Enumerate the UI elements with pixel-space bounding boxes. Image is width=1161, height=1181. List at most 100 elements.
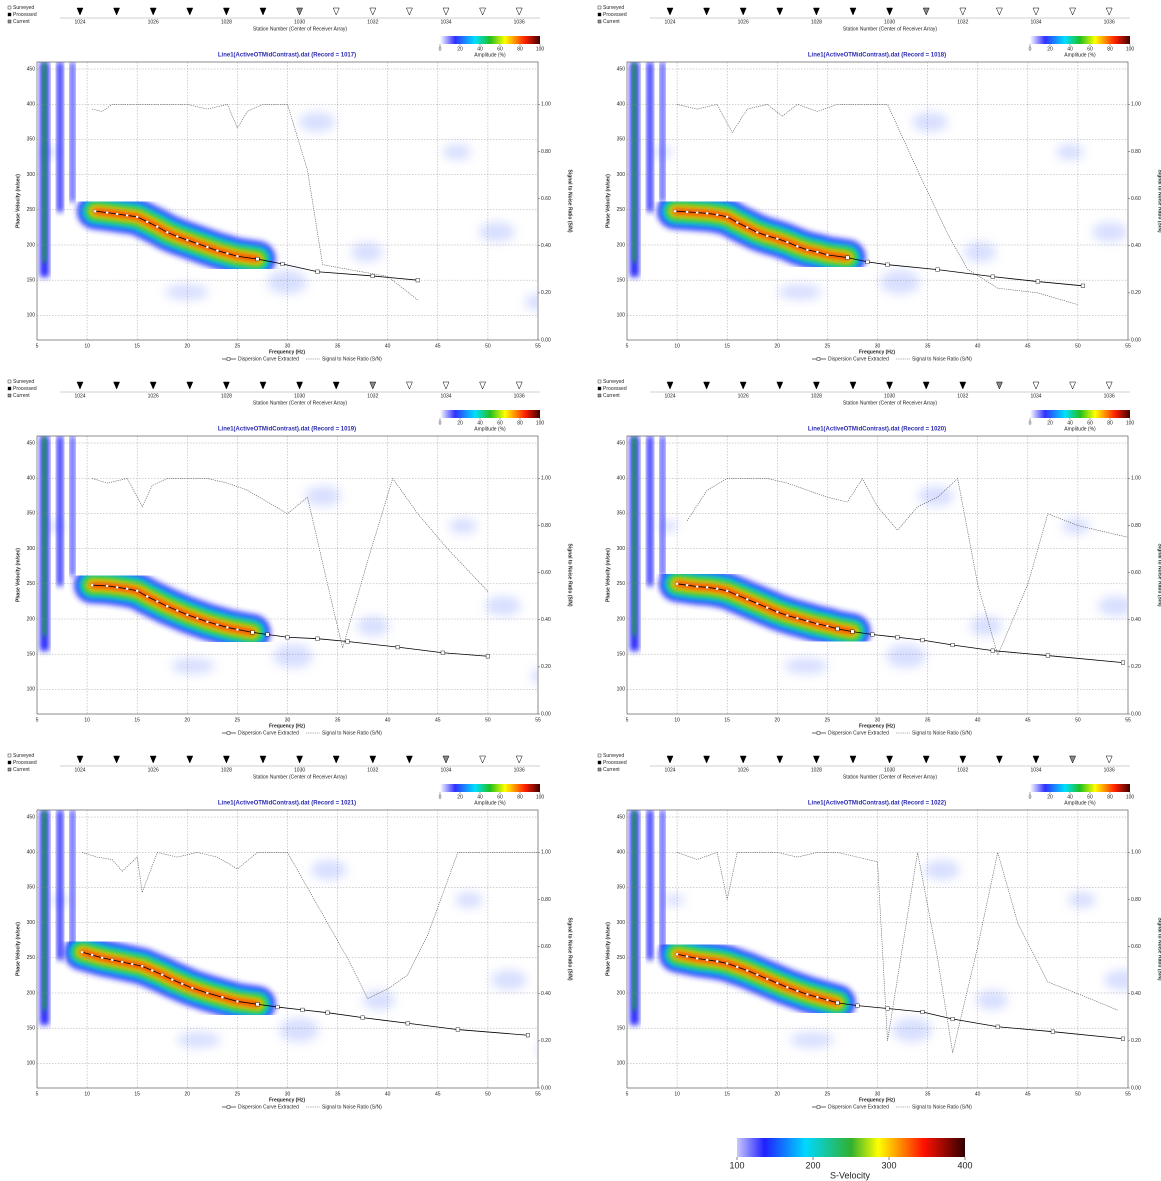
curve-point [80, 950, 84, 954]
x-axis-label: Frequency (Hz) [859, 723, 895, 729]
x-tick-label: 10 [674, 343, 680, 349]
x-tick-label: 20 [775, 1091, 781, 1097]
image-blob [455, 892, 483, 908]
station-marker [776, 7, 784, 16]
colorbar-tick-label: 80 [517, 420, 523, 426]
y-tick-label: 200 [617, 616, 626, 622]
colorbar-tick-label: 100 [536, 794, 545, 800]
curve-point [370, 273, 375, 278]
curve-point [685, 210, 689, 214]
station-marker [666, 755, 674, 764]
colorbar-tick-label: 80 [1107, 420, 1113, 426]
x-tick-label: 25 [825, 717, 831, 723]
x-tick-label: 25 [235, 717, 241, 723]
curve-point [675, 582, 679, 586]
curve-point [180, 982, 184, 986]
station-legend-label: Processed [603, 760, 627, 766]
station-label: 1032 [367, 19, 378, 25]
y-axis-label: Phase Velocity (m/sec) [15, 548, 21, 602]
station-marker [113, 7, 120, 16]
colorbar-tick-label: 0 [1029, 420, 1032, 426]
curve-point [155, 225, 159, 229]
y-axis-label: Phase Velocity (m/sec) [605, 174, 611, 228]
station-legend-label: Current [603, 19, 620, 25]
y-tick-label: 400 [617, 850, 626, 856]
curve-point [825, 624, 829, 628]
y2-axis-label: Signal to Noise Ratio (S/N) [1157, 543, 1161, 606]
curve-point [775, 610, 779, 614]
y2-tick-label: 1.00 [1131, 102, 1141, 108]
colorbar-tick-label: 40 [1067, 794, 1073, 800]
x-tick-label: 50 [485, 717, 491, 723]
station-marker [515, 755, 523, 764]
x-tick-label: 45 [435, 1091, 441, 1097]
x-tick-label: 30 [285, 717, 291, 723]
x-tick-label: 45 [1025, 343, 1031, 349]
curve-point [855, 1003, 860, 1008]
station-legend-symbol [7, 393, 12, 398]
station-legend-symbol [597, 767, 602, 772]
curve-point [215, 249, 219, 253]
station-label: 1024 [74, 767, 85, 773]
image-blob [1056, 144, 1084, 160]
x-tick-label: 40 [975, 717, 981, 723]
station-marker [76, 381, 84, 390]
y-tick-label: 300 [617, 920, 626, 926]
image-streak [57, 810, 63, 960]
curve-point [205, 991, 209, 995]
station-marker [149, 381, 157, 390]
y-axis-label: Phase Velocity (m/sec) [605, 548, 611, 602]
colorbar-tick-label: 40 [1067, 46, 1073, 52]
image-blob [443, 144, 471, 160]
station-marker [849, 381, 857, 390]
legend-label: Dispersion Curve Extracted [238, 1104, 299, 1110]
curve-point [725, 962, 729, 965]
legend-label: Signal to Noise Ratio (S/N) [912, 356, 972, 362]
curve-point [850, 629, 855, 634]
image-blob [531, 668, 538, 684]
image-blob [351, 242, 383, 262]
curve-point [395, 645, 400, 650]
curve-point [795, 616, 799, 620]
image-streak [647, 436, 653, 586]
x-tick-label: 15 [724, 717, 730, 723]
station-marker [442, 755, 450, 764]
station-marker [332, 7, 340, 16]
curve-point [865, 259, 870, 264]
y-tick-label: 450 [617, 440, 626, 446]
station-marker [739, 381, 747, 390]
curve-point [93, 209, 97, 213]
station-marker [149, 755, 157, 764]
station-label: 1032 [367, 393, 378, 399]
station-label: 1032 [367, 767, 378, 773]
y2-tick-label: 0.60 [1131, 570, 1141, 576]
curve-point [225, 626, 229, 629]
station-marker [223, 755, 230, 764]
image-blob [491, 970, 527, 990]
y2-tick-label: 0.20 [1131, 664, 1141, 670]
velocity-tick-label: 300 [881, 1160, 896, 1170]
colorbar-label: Amplitude (%) [474, 426, 506, 432]
x-tick-label: 15 [134, 343, 140, 349]
station-marker [76, 7, 84, 16]
snr-line [677, 104, 1078, 305]
image-blob [363, 990, 395, 1010]
image-blob [537, 1046, 538, 1054]
station-legend-label: Surveyed [13, 753, 34, 759]
station-legend-symbol [7, 379, 12, 384]
curve-point [125, 214, 129, 217]
y-tick-label: 350 [617, 511, 626, 517]
y-tick-label: 250 [27, 207, 36, 213]
y-tick-label: 100 [617, 1061, 626, 1067]
station-legend-label: Current [13, 19, 30, 25]
station-legend-label: Processed [13, 760, 37, 766]
curve-point [825, 253, 829, 257]
y-tick-label: 300 [27, 546, 36, 552]
image-streak [42, 436, 46, 636]
station-marker [666, 7, 674, 16]
curve-point [160, 973, 164, 977]
chart-title: Line1(ActiveOTMidContrast).dat (Record =… [808, 53, 946, 59]
y2-tick-label: 0.60 [541, 944, 551, 950]
